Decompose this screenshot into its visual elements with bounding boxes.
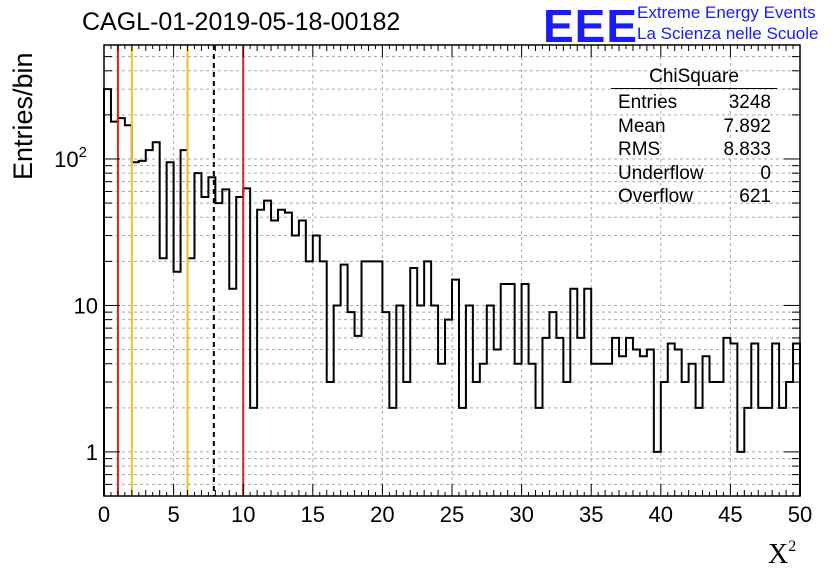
- stats-value: 8.833: [723, 139, 771, 160]
- stats-label: Entries: [618, 92, 678, 113]
- stats-row-rms: RMS 8.833: [611, 138, 777, 162]
- stats-rows: Entries 3248 Mean 7.892 RMS 8.833 Underflow 0 Ov…: [611, 91, 777, 209]
- y-axis-label: Entries/bin: [8, 52, 38, 180]
- x-tick-label: 50: [788, 502, 812, 527]
- x-axis-label-sup: 2: [788, 538, 797, 555]
- x-tick-label: 5: [167, 502, 179, 527]
- x-axis-label-text: X: [768, 539, 789, 570]
- stats-row-overflow: Overflow 621: [611, 185, 777, 209]
- stats-value: 3248: [728, 92, 771, 113]
- logo-line-2: La Scienza nelle Scuole: [637, 24, 819, 43]
- eee-logo-mark: EEE: [543, 0, 639, 52]
- x-tick-label: 15: [301, 502, 325, 527]
- x-tick-label: 10: [231, 502, 255, 527]
- chart-title: CAGL-01-2019-05-18-00182: [82, 8, 401, 36]
- stats-label: Underflow: [618, 162, 704, 184]
- histogram-series: [103, 88, 801, 496]
- y-tick-label: 10: [74, 293, 98, 318]
- x-tick-label: 35: [579, 502, 603, 527]
- y-tick-label-sup: 2: [79, 144, 87, 161]
- stats-label: Mean: [618, 115, 666, 137]
- stats-label: RMS: [618, 139, 661, 160]
- stats-row-entries: Entries 3248: [611, 91, 777, 115]
- y-tick-label: 102: [54, 144, 87, 172]
- stats-value: 0: [760, 162, 771, 184]
- stats-box: ChiSquare Entries 3248 Mean 7.892 RMS 8.833 Un…: [611, 66, 777, 209]
- x-tick-label: 0: [98, 502, 110, 527]
- x-tick-label: 40: [649, 502, 673, 527]
- x-tick-label: 25: [440, 502, 464, 527]
- x-tick-label: 20: [370, 502, 394, 527]
- stats-row-underflow: Underflow 0: [611, 162, 777, 186]
- stats-label: Overflow: [618, 186, 693, 207]
- y-tick-label: 1: [86, 440, 98, 465]
- logo-line-1: Extreme Energy Events: [637, 3, 816, 22]
- stats-row-mean: Mean 7.892: [611, 115, 777, 139]
- x-tick-label: 45: [718, 502, 742, 527]
- stats-title: ChiSquare: [611, 66, 777, 89]
- stats-value: 7.892: [723, 115, 771, 137]
- x-tick-label: 30: [509, 502, 533, 527]
- stats-value: 621: [739, 186, 771, 207]
- x-axis-label: X2: [768, 538, 796, 571]
